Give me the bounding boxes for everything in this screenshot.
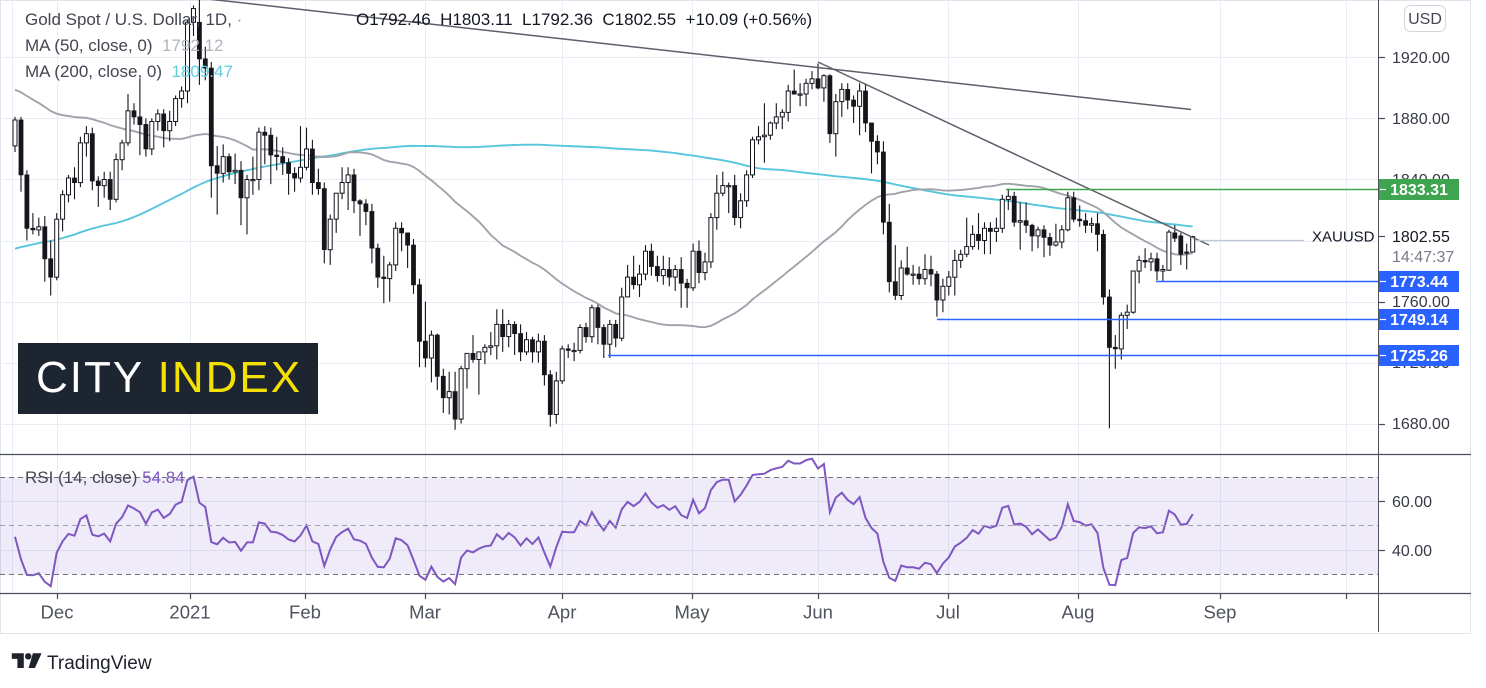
svg-text:O1792.46 H1803.11 L1792.36: O1792.46 H1803.11 L1792.36 C1802.55 +10.… — [356, 10, 812, 29]
svg-text:Apr: Apr — [548, 602, 577, 623]
svg-text:1760.00: 1760.00 — [1392, 294, 1450, 311]
svg-text:1880.00: 1880.00 — [1392, 111, 1450, 128]
svg-text:14:47:37: 14:47:37 — [1392, 249, 1454, 266]
svg-text:Aug: Aug — [1062, 602, 1095, 623]
svg-text:May: May — [675, 602, 711, 623]
svg-text:1773.44: 1773.44 — [1390, 274, 1448, 291]
svg-text:MA (50, close, 0) 1792.12: MA (50, close, 0) 1792.12 — [25, 36, 223, 55]
svg-text:Mar: Mar — [409, 602, 441, 623]
svg-text:MA (200, close, 0) 1809.47: MA (200, close, 0) 1809.47 — [25, 62, 233, 81]
svg-text:1680.00: 1680.00 — [1392, 416, 1450, 433]
svg-text:1802.55: 1802.55 — [1392, 229, 1450, 246]
svg-text:1833.31: 1833.31 — [1390, 182, 1448, 199]
svg-text:60.00: 60.00 — [1392, 494, 1432, 511]
svg-text:1749.14: 1749.14 — [1390, 312, 1448, 329]
svg-text:XAUUSD: XAUUSD — [1312, 229, 1375, 246]
svg-text:CITY INDEX: CITY INDEX — [36, 353, 302, 402]
svg-text:Sep: Sep — [1204, 602, 1237, 623]
svg-text:USD: USD — [1408, 11, 1442, 28]
svg-text:1725.26: 1725.26 — [1390, 348, 1448, 365]
svg-text:TradingView: TradingView — [47, 653, 152, 674]
svg-text:1920.00: 1920.00 — [1392, 50, 1450, 67]
svg-text:Jun: Jun — [803, 602, 833, 623]
svg-text:RSI (14, close) 54.84: RSI (14, close) 54.84 — [25, 468, 185, 487]
svg-text:Dec: Dec — [41, 602, 74, 623]
svg-text:Gold Spot / U.S. Dollar, 1D, ·: Gold Spot / U.S. Dollar, 1D, · — [25, 10, 242, 29]
svg-text:Jul: Jul — [936, 602, 960, 623]
svg-text:40.00: 40.00 — [1392, 543, 1432, 560]
svg-text:2021: 2021 — [169, 602, 210, 623]
svg-text:Feb: Feb — [289, 602, 321, 623]
